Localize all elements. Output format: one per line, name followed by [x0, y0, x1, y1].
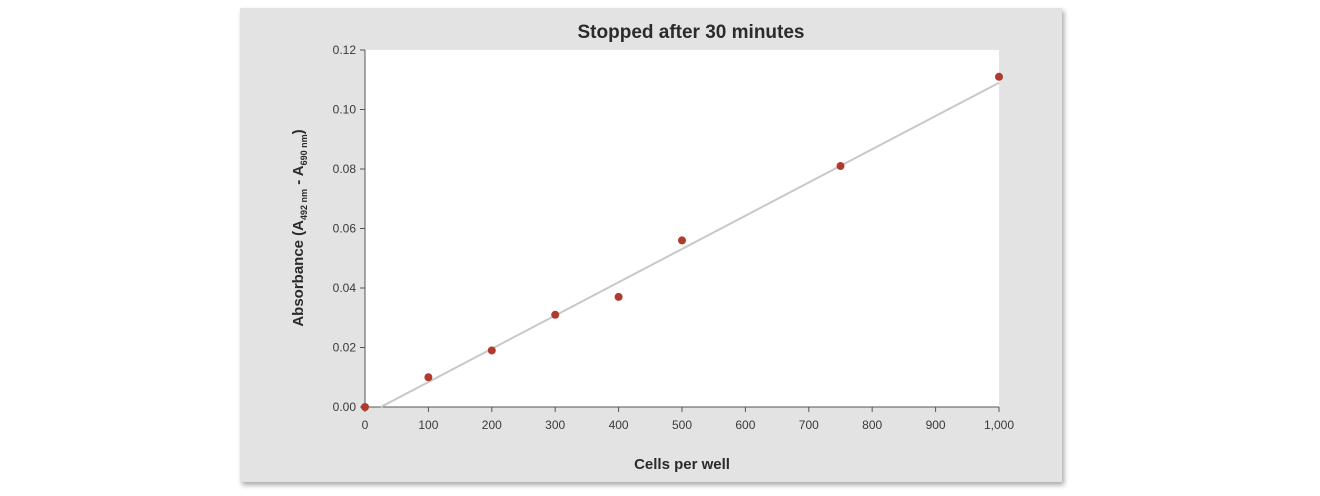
data-point [995, 72, 1003, 81]
data-point [614, 292, 623, 301]
y-axis-title: Absorbance (A492 nm - A690 nm) [290, 129, 309, 326]
plot-area [365, 50, 999, 407]
y-tick-label: 0.08 [333, 162, 357, 176]
y-tick-label: 0.06 [333, 222, 357, 236]
x-tick-label: 100 [418, 418, 438, 432]
x-axis-title: Cells per well [634, 456, 730, 473]
y-axis-title-prefix: Absorbance (A [290, 220, 307, 327]
y-tick-label: 0.02 [333, 341, 357, 355]
y-tick-label: 0.04 [333, 281, 357, 295]
trendline [380, 81, 1000, 408]
chart-svg: Stopped after 30 minutes 0 100 200 300 400 50… [290, 22, 1014, 473]
data-point [551, 310, 560, 319]
x-tick-label: 200 [482, 418, 502, 432]
y-axis-title-sub2: 690 nm [299, 134, 309, 165]
x-tick-label: 800 [862, 418, 882, 432]
data-point [361, 403, 369, 411]
x-tick-label: 400 [609, 418, 629, 432]
chart-figure: Stopped after 30 minutes 0 100 200 300 400 50… [240, 8, 1062, 482]
x-tick-label: 1,000 [984, 418, 1014, 432]
y-ticks: 0.00 0.02 0.04 0.06 0.08 0.10 0.12 [333, 43, 365, 414]
data-point [836, 162, 845, 171]
data-point [424, 373, 433, 382]
x-tick-label: 700 [799, 418, 819, 432]
y-tick-label: 0.00 [333, 400, 357, 414]
trendline-group [380, 81, 1000, 408]
y-tick-label: 0.12 [333, 43, 357, 57]
data-point [487, 346, 496, 355]
x-tick-label: 0 [362, 418, 369, 432]
x-ticks: 0 100 200 300 400 500 600 700 800 900 1,000 [362, 407, 1014, 432]
data-point [678, 236, 686, 245]
x-tick-label: 300 [545, 418, 565, 432]
x-tick-label: 500 [672, 418, 692, 432]
data-points [361, 72, 1003, 411]
x-tick-label: 900 [926, 418, 946, 432]
chart-title: Stopped after 30 minutes [578, 22, 805, 43]
y-axis-title-sub1: 492 nm [299, 189, 309, 220]
y-axis-title-suffix: ) [290, 129, 307, 134]
y-axis-title-middle: - A [290, 165, 307, 189]
x-tick-label: 600 [735, 418, 755, 432]
y-tick-label: 0.10 [333, 103, 357, 117]
